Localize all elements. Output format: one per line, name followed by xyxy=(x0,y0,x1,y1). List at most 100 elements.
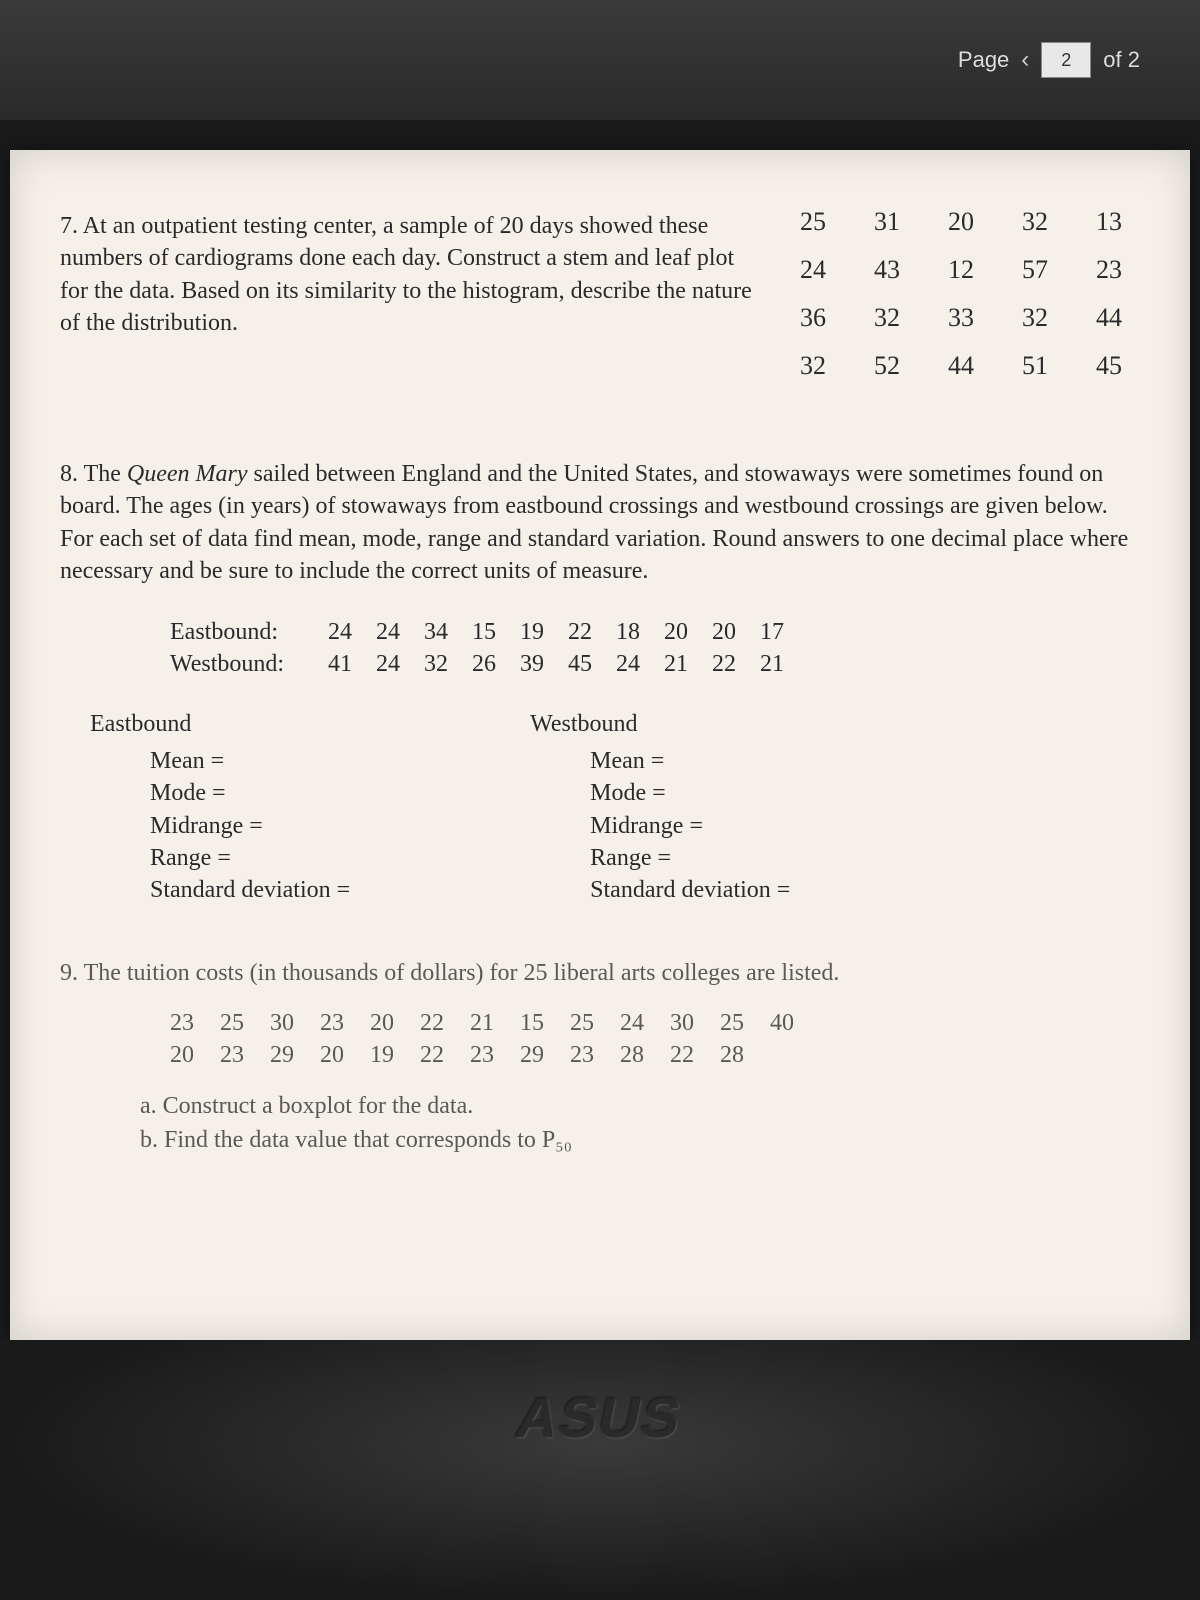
westbound-label: Westbound: xyxy=(170,648,310,680)
data-cell: 25 xyxy=(570,1007,594,1039)
data-cell: 24 xyxy=(376,616,400,648)
q8-stats: Eastbound Mean = Mode = Midrange = Range… xyxy=(90,708,1140,906)
data-cell: 22 xyxy=(420,1007,444,1039)
data-cell: 24 xyxy=(376,648,400,680)
data-cell: 33 xyxy=(930,300,992,335)
data-cell: 44 xyxy=(930,348,992,383)
ship-name: Queen Mary xyxy=(127,461,248,487)
data-cell: 22 xyxy=(712,648,736,680)
eastbound-head: Eastbound xyxy=(90,708,350,740)
data-cell: 13 xyxy=(1078,204,1140,239)
stat-midrange: Midrange = xyxy=(150,810,350,842)
data-cell: 25 xyxy=(220,1007,244,1039)
data-cell: 39 xyxy=(520,648,544,680)
data-cell: 20 xyxy=(170,1039,194,1071)
data-cell: 25 xyxy=(720,1007,744,1039)
data-cell: 32 xyxy=(782,348,844,383)
data-cell: 21 xyxy=(664,648,688,680)
stat-stddev: Standard deviation = xyxy=(150,874,350,906)
stat-midrange: Midrange = xyxy=(590,810,790,842)
data-cell: 24 xyxy=(616,648,640,680)
q7-body: At an outpatient testing center, a sampl… xyxy=(60,213,752,336)
data-cell: 20 xyxy=(930,204,992,239)
data-cell: 43 xyxy=(856,252,918,287)
eastbound-values: 24 24 34 15 19 22 18 20 20 17 xyxy=(328,616,784,648)
q8-intro-a: The xyxy=(84,461,127,487)
data-cell: 24 xyxy=(620,1007,644,1039)
data-cell: 24 xyxy=(328,616,352,648)
data-cell: 45 xyxy=(1078,348,1140,383)
data-cell: 41 xyxy=(328,648,352,680)
stat-stddev: Standard deviation = xyxy=(590,874,790,906)
data-cell: 20 xyxy=(320,1039,344,1071)
data-cell: 15 xyxy=(520,1007,544,1039)
data-cell: 23 xyxy=(320,1007,344,1039)
data-cell: 23 xyxy=(470,1039,494,1071)
data-cell: 29 xyxy=(270,1039,294,1071)
q9-number: 9. xyxy=(60,960,78,986)
data-cell: 32 xyxy=(1004,300,1066,335)
q9-intro: 9. The tuition costs (in thousands of do… xyxy=(60,957,1140,989)
westbound-row: Westbound: 41 24 32 26 39 45 24 21 22 21 xyxy=(170,648,1140,680)
page-number-input[interactable] xyxy=(1041,42,1091,78)
page-total: of 2 xyxy=(1103,47,1140,73)
data-cell: 52 xyxy=(856,348,918,383)
data-cell: 32 xyxy=(424,648,448,680)
data-cell: 51 xyxy=(1004,348,1066,383)
data-cell: 18 xyxy=(616,616,640,648)
data-cell: 26 xyxy=(472,648,496,680)
data-cell: 30 xyxy=(670,1007,694,1039)
westbound-head: Westbound xyxy=(530,708,790,740)
westbound-stats: Westbound Mean = Mode = Midrange = Range… xyxy=(530,708,790,906)
q8-data: Eastbound: 24 24 34 15 19 22 18 20 20 17… xyxy=(170,616,1140,681)
data-cell: 45 xyxy=(568,648,592,680)
laptop-bezel: ASUS xyxy=(0,1340,1200,1600)
stat-mode: Mode = xyxy=(590,777,790,809)
q8-number: 8. xyxy=(60,461,78,487)
data-cell: 21 xyxy=(760,648,784,680)
data-cell: 12 xyxy=(930,252,992,287)
q8-intro: 8. The Queen Mary sailed between England… xyxy=(60,458,1140,588)
data-cell: 32 xyxy=(1004,204,1066,239)
pdf-toolbar: Page ‹ of 2 xyxy=(0,0,1200,120)
data-cell: 32 xyxy=(856,300,918,335)
q9-data: 23 25 30 23 20 22 21 15 25 24 30 25 40 2… xyxy=(170,1007,1140,1072)
q9-body: The tuition costs (in thousands of dolla… xyxy=(84,960,840,986)
q9-sub-b: b. Find the data value that corresponds … xyxy=(140,1124,1140,1156)
data-cell: 36 xyxy=(782,300,844,335)
q9-sub-a: a. Construct a boxplot for the data. xyxy=(140,1090,1140,1122)
data-cell: 34 xyxy=(424,616,448,648)
question-7: 7. At an outpatient testing center, a sa… xyxy=(60,210,1140,388)
q9-subparts: a. Construct a boxplot for the data. b. … xyxy=(140,1090,1140,1157)
data-cell: 20 xyxy=(370,1007,394,1039)
data-cell: 28 xyxy=(720,1039,744,1071)
data-cell: 31 xyxy=(856,204,918,239)
data-cell: 25 xyxy=(782,204,844,239)
data-cell: 30 xyxy=(270,1007,294,1039)
data-cell: 22 xyxy=(568,616,592,648)
data-cell: 24 xyxy=(782,252,844,287)
data-cell: 19 xyxy=(520,616,544,648)
eastbound-row: Eastbound: 24 24 34 15 19 22 18 20 20 17 xyxy=(170,616,1140,648)
data-cell: 19 xyxy=(370,1039,394,1071)
stat-mean: Mean = xyxy=(590,745,790,777)
data-cell: 21 xyxy=(470,1007,494,1039)
stat-mean: Mean = xyxy=(150,745,350,777)
page-label: Page xyxy=(958,47,1009,73)
prev-page-icon[interactable]: ‹ xyxy=(1021,46,1029,74)
data-cell: 23 xyxy=(170,1007,194,1039)
stat-range: Range = xyxy=(150,842,350,874)
asus-logo: ASUS xyxy=(511,1385,688,1450)
data-cell: 23 xyxy=(1078,252,1140,287)
westbound-values: 41 24 32 26 39 45 24 21 22 21 xyxy=(328,648,784,680)
q9-row-1: 23 25 30 23 20 22 21 15 25 24 30 25 40 xyxy=(170,1007,1140,1039)
data-cell: 28 xyxy=(620,1039,644,1071)
q7-number: 7. xyxy=(60,213,78,239)
data-cell: 15 xyxy=(472,616,496,648)
data-cell: 22 xyxy=(420,1039,444,1071)
data-cell: 44 xyxy=(1078,300,1140,335)
data-cell: 20 xyxy=(712,616,736,648)
data-cell: 40 xyxy=(770,1007,794,1039)
data-cell: 23 xyxy=(220,1039,244,1071)
q7-text: 7. At an outpatient testing center, a sa… xyxy=(60,210,752,388)
